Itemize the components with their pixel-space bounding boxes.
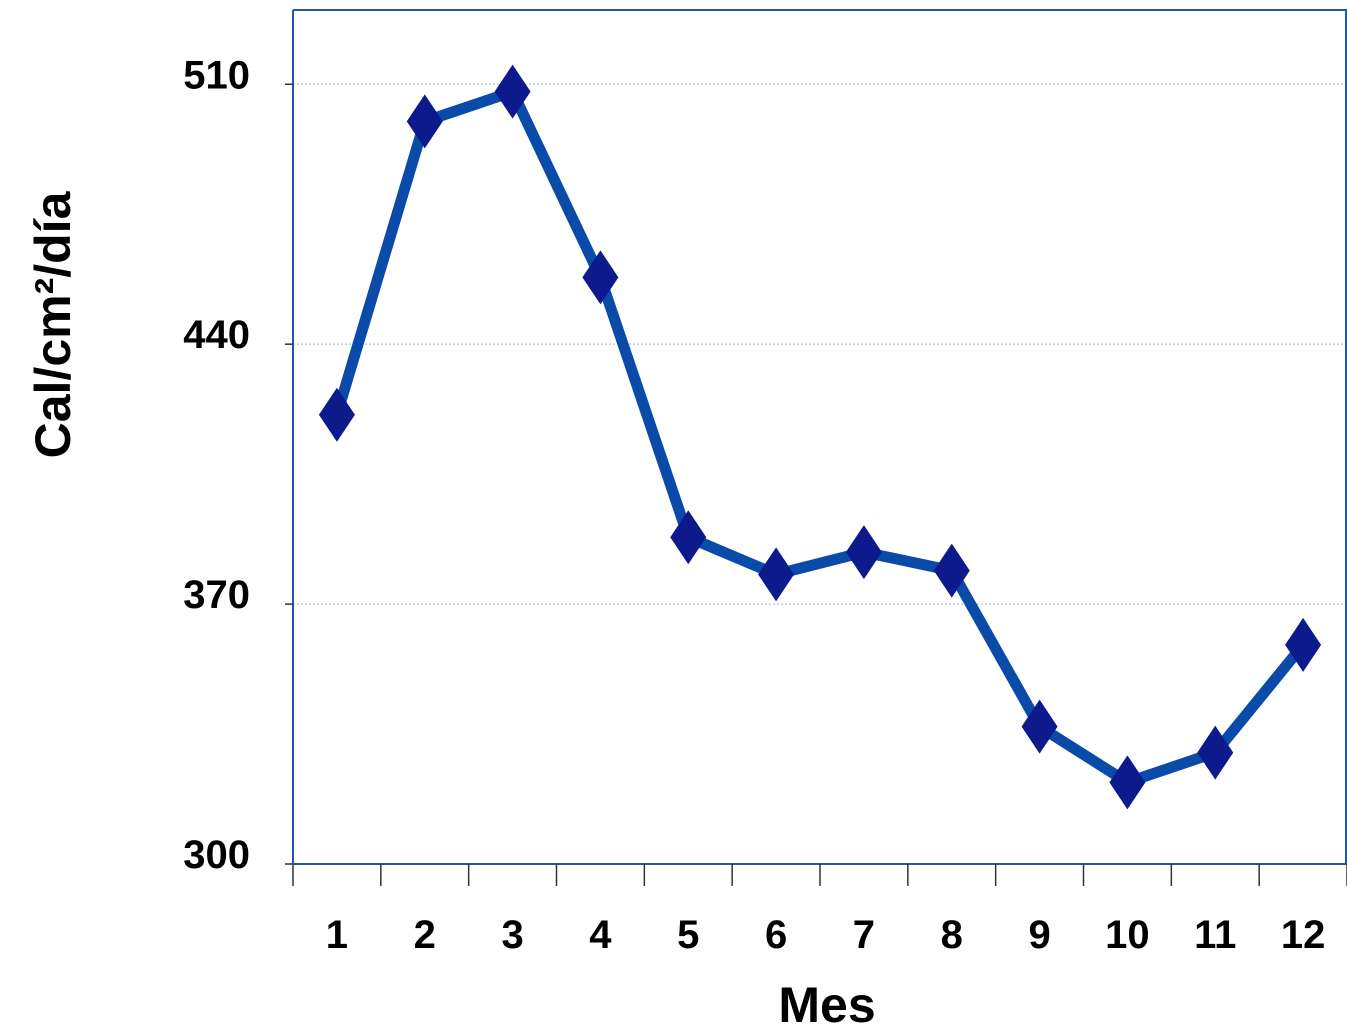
data-point-marker <box>1021 699 1058 754</box>
x-tick-label: 12 <box>1281 913 1326 957</box>
y-axis-title: Cal/cm²/día <box>25 190 81 458</box>
x-tick-label: 2 <box>414 913 436 957</box>
data-point-marker <box>758 547 795 602</box>
x-tick-label: 5 <box>677 913 699 957</box>
data-point-marker <box>1285 617 1322 672</box>
y-tick-label: 440 <box>183 313 250 357</box>
x-tick-label: 6 <box>765 913 787 957</box>
plot-frame <box>292 9 1347 865</box>
y-tick-label: 370 <box>183 573 250 617</box>
x-tick-label: 3 <box>501 913 523 957</box>
data-point-marker <box>670 510 707 565</box>
x-tick-label: 4 <box>589 913 612 957</box>
x-tick-label: 1 <box>326 913 348 957</box>
y-tick-labels: 300 370 440 510 <box>183 53 293 877</box>
series-polyline <box>331 86 1309 788</box>
data-point-marker <box>1197 725 1234 780</box>
x-axis-title: Mes <box>778 977 875 1033</box>
data-point-marker <box>406 94 443 149</box>
x-tick-label: 8 <box>941 913 963 957</box>
series-markers <box>318 64 1322 810</box>
data-point-marker <box>494 64 531 119</box>
data-point-marker <box>845 525 882 580</box>
x-tick-label: 11 <box>1194 913 1236 957</box>
data-point-marker <box>582 250 619 305</box>
y-tick-label: 510 <box>183 53 250 97</box>
grid-lines <box>293 83 1347 605</box>
data-point-marker <box>933 543 970 598</box>
data-point-marker <box>1109 755 1146 810</box>
series-line <box>331 86 1309 788</box>
x-tick-label: 9 <box>1028 913 1050 957</box>
x-tick-label: 7 <box>853 913 875 957</box>
x-tick-label: 10 <box>1105 913 1150 957</box>
y-tick-label: 300 <box>183 833 250 877</box>
data-point-marker <box>318 387 355 442</box>
x-axis-ticks: 1 2 3 4 5 6 7 8 9 10 11 12 <box>292 864 1347 957</box>
